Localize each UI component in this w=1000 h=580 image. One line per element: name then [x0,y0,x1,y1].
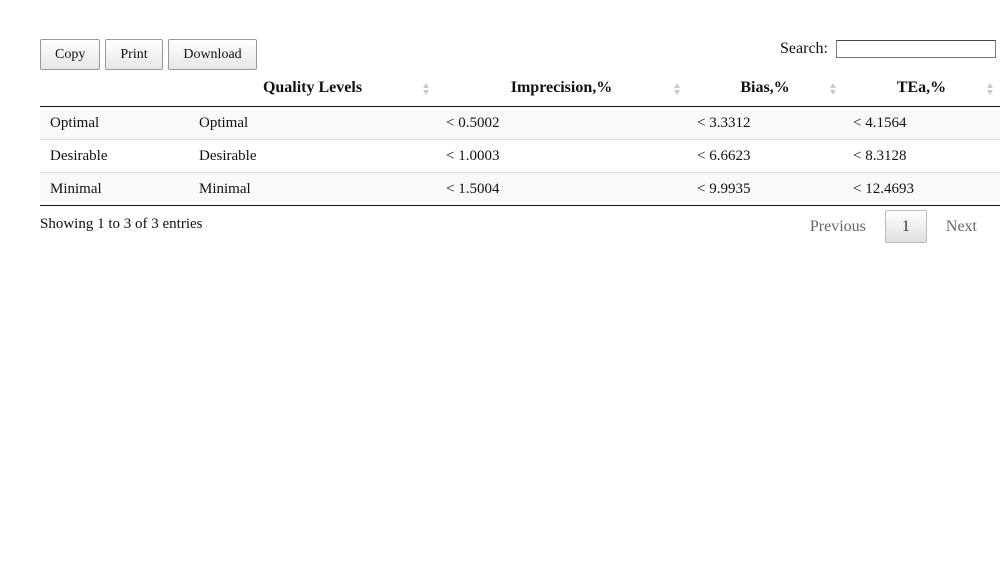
column-header-bias[interactable]: Bias,% [687,70,843,107]
pagination: Previous 1 Next [797,210,990,243]
table-cell: Optimal [50,114,100,131]
table-cell: < 0.5002 [446,114,500,131]
table-header-row: Quality Levels Imprecision,% Bias,% TEa,… [40,70,1000,107]
table-cell: < 6.6623 [687,139,843,173]
next-button[interactable]: Next [945,217,977,235]
export-buttons: Copy Print Download [40,39,257,70]
table-cell: < 8.3128 [843,139,1000,173]
table-cell: Minimal [40,172,189,206]
search-box: Search: [780,40,996,58]
search-label: Search: [780,40,828,57]
table-row: Optimal Optimal < 0.5002 < 3.3312 < 4.15… [40,106,1000,140]
page-button-current[interactable]: 1 [884,210,927,243]
sort-icon [674,83,680,95]
table-cell: < 3.3312 [697,114,751,131]
table-cell: < 1.5004 [436,172,687,206]
sort-icon [830,83,836,95]
column-header-rowname[interactable] [40,70,189,107]
table-row: Minimal Minimal < 1.5004 < 9.9935 < 12.4… [40,172,1000,206]
column-header-tea[interactable]: TEa,% [843,70,1000,107]
table-cell: Minimal [189,172,436,206]
column-header-label: Imprecision,% [510,79,613,96]
column-header-label: Bias,% [740,79,790,96]
column-header-imprecision[interactable]: Imprecision,% [436,70,687,107]
copy-button[interactable]: Copy [40,39,100,70]
table-cell: Desirable [40,139,189,173]
table-cell: Optimal [199,114,249,131]
table-cell: Desirable [189,139,436,173]
print-button[interactable]: Print [105,39,163,70]
sort-icon [987,83,993,95]
sort-icon [423,83,429,95]
download-button[interactable]: Download [168,39,257,70]
column-header-quality-levels[interactable]: Quality Levels [189,70,436,107]
search-input[interactable] [836,40,996,58]
table-cell: < 9.9935 [687,172,843,206]
table-cell: < 12.4693 [843,172,1000,206]
column-header-label: Quality Levels [262,79,363,96]
column-header-label: TEa,% [896,79,947,96]
previous-button[interactable]: Previous [809,217,866,235]
table-row: Desirable Desirable < 1.0003 < 6.6623 < … [40,139,1000,173]
table-cell: < 1.0003 [436,139,687,173]
data-table: Quality Levels Imprecision,% Bias,% TEa,… [40,70,1000,206]
table-info: Showing 1 to 3 of 3 entries [40,216,203,232]
table-cell: < 4.1564 [853,114,907,131]
